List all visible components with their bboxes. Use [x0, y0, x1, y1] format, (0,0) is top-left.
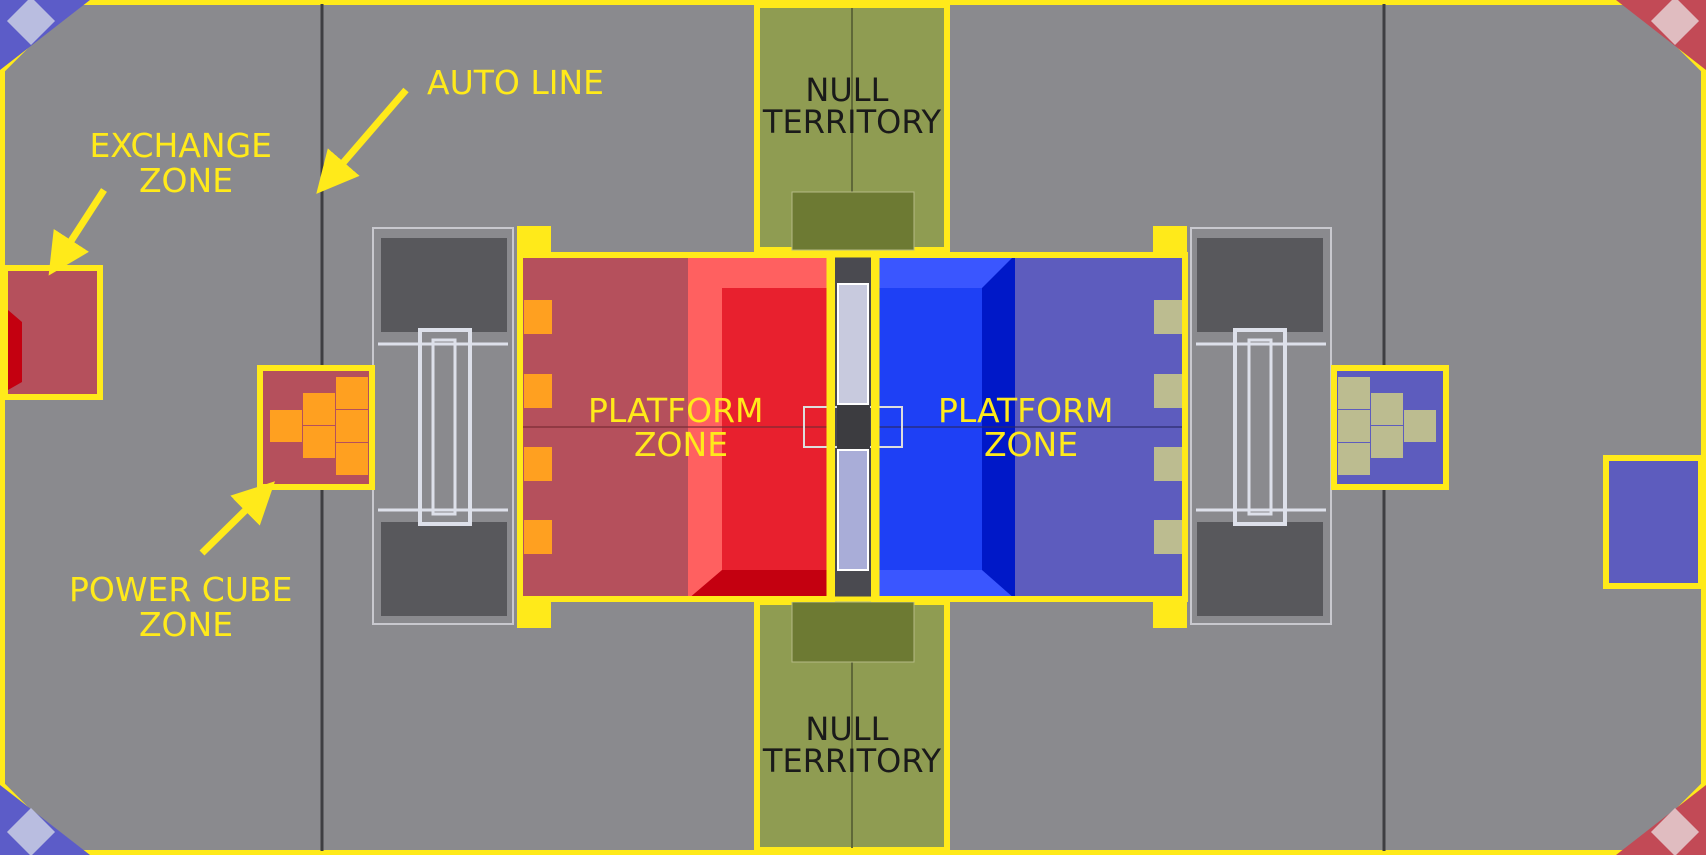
null-territory-top	[754, 2, 950, 253]
portal-top-left	[0, 0, 90, 70]
platform-zone-red-label: PLATFORM ZONE	[588, 391, 774, 464]
exchange-zone-red	[2, 265, 103, 400]
null-territory-bottom	[754, 599, 950, 853]
exchange-zone-blue	[1603, 455, 1704, 589]
power-cube-zone-right	[1331, 365, 1449, 490]
power-cube-zone-label: POWER CUBE ZONE	[69, 570, 303, 644]
exchange-zone-arrow	[48, 188, 107, 276]
auto-line-arrow	[316, 87, 409, 194]
switch-posts	[517, 226, 1187, 628]
platform-zone-red	[520, 255, 837, 599]
power-cubes-blue-platform	[1154, 300, 1182, 554]
power-cubes-red-platform	[524, 300, 552, 554]
portal-top-right	[1616, 0, 1706, 70]
portal-bottom-right	[1616, 785, 1706, 855]
null-territory-bottom-label: NULL TERRITORY	[762, 710, 942, 780]
switch-left	[372, 227, 514, 625]
switch-right	[1190, 227, 1332, 625]
exchange-zone-label: EXCHANGE ZONE	[89, 126, 282, 200]
power-cube-zone-arrow	[199, 481, 275, 556]
scale-outline	[826, 252, 880, 602]
power-cube-zone-left	[257, 365, 375, 490]
platform-zone-blue	[872, 255, 1185, 599]
null-territory-top-label: NULL TERRITORY	[762, 71, 942, 141]
scale-center	[803, 255, 903, 599]
platform-zone-blue-outline	[871, 252, 1188, 602]
platform-zone-blue-label: PLATFORM ZONE	[938, 391, 1124, 464]
auto-line-label: AUTO LINE	[427, 63, 604, 102]
portal-bottom-left	[0, 785, 90, 855]
platform-zone-red-outline	[517, 252, 835, 602]
